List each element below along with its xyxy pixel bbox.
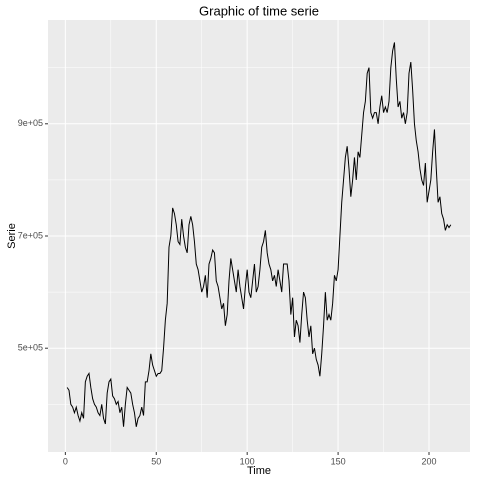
y-tick-label: 9e+05 bbox=[18, 118, 43, 128]
x-axis-label: Time bbox=[247, 465, 271, 477]
x-tick-label: 0 bbox=[63, 456, 68, 466]
chart-title: Graphic of time serie bbox=[199, 3, 319, 18]
series-line bbox=[66, 42, 452, 427]
y-tick-label: 5e+05 bbox=[18, 343, 43, 353]
y-tick-label: 7e+05 bbox=[18, 230, 43, 240]
x-tick-label: 50 bbox=[151, 456, 161, 466]
x-tick-label: 100 bbox=[240, 456, 255, 466]
x-tick-label: 150 bbox=[331, 456, 346, 466]
y-axis-label: Serie bbox=[6, 223, 18, 249]
x-tick-label: 200 bbox=[421, 456, 436, 466]
